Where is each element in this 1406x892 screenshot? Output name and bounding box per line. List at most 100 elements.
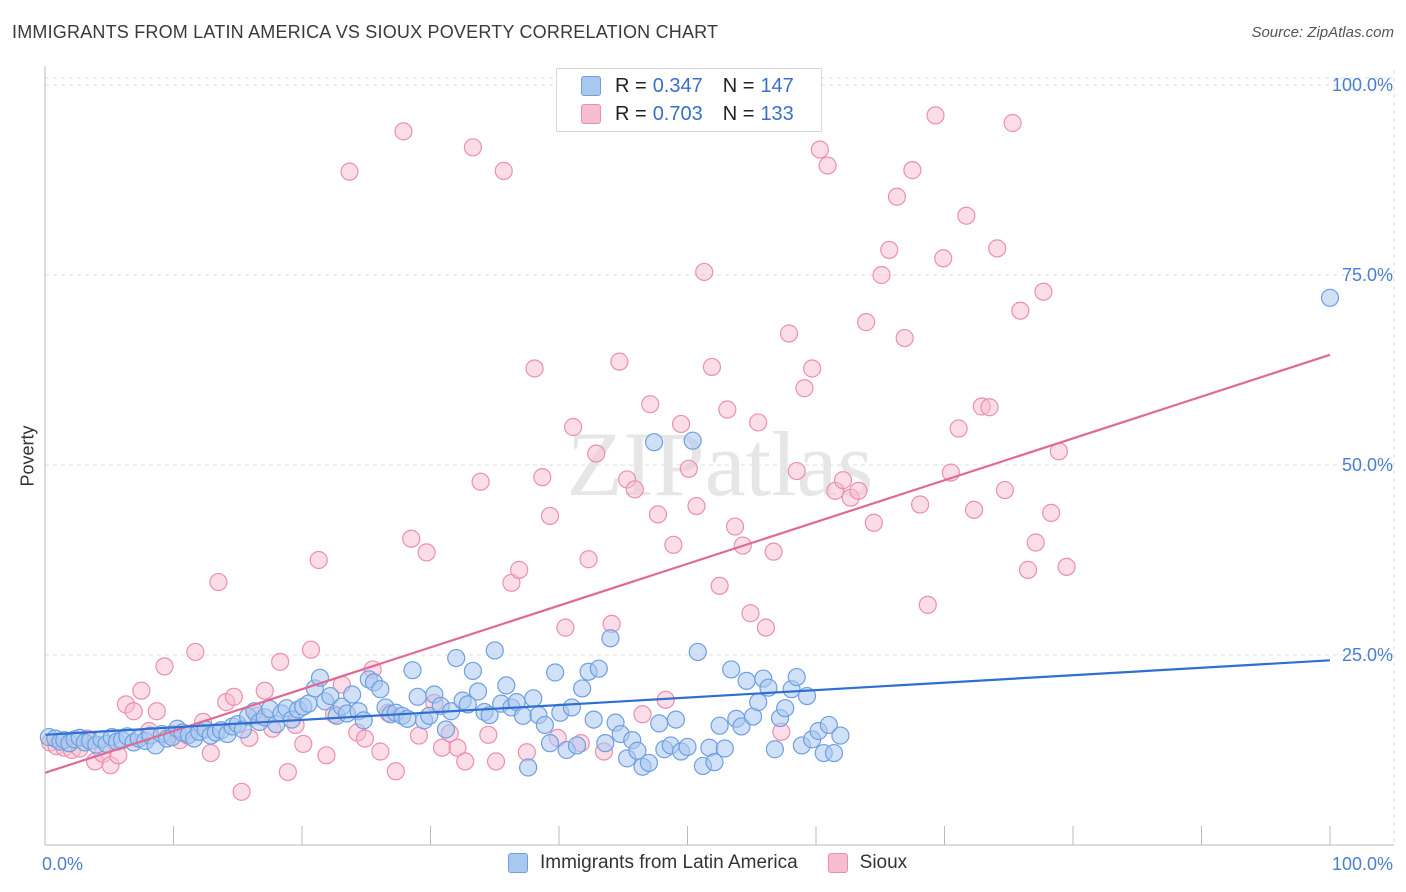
latin-america-point: [596, 734, 615, 753]
x-tick-label: 0.0%: [42, 854, 83, 874]
sioux-point: [579, 550, 598, 569]
sioux-point: [564, 417, 583, 437]
sioux-point: [386, 762, 405, 781]
legend-row-sioux: R = 0.703 N = 133: [581, 102, 794, 126]
latin-america-point: [447, 648, 466, 668]
latin-america-point: [436, 720, 456, 739]
sioux-point: [340, 162, 359, 181]
sioux-point: [679, 459, 698, 478]
latin-america-point: [519, 758, 538, 777]
latin-america-point: [666, 710, 686, 729]
sioux-point: [988, 239, 1007, 258]
sioux-point: [147, 702, 166, 721]
sioux-point: [201, 743, 220, 763]
latin-america-point: [468, 682, 488, 701]
sioux-point: [749, 413, 768, 432]
sioux-point: [787, 461, 806, 481]
latin-america-point: [463, 661, 483, 681]
sioux-point: [687, 496, 706, 516]
latin-america-point: [567, 736, 587, 755]
sioux-point: [1003, 113, 1022, 133]
latin-america-point: [458, 695, 477, 714]
legend-r-label: R =: [615, 74, 647, 97]
sioux-point: [887, 187, 907, 206]
sioux-point: [255, 681, 274, 700]
watermark-text: ZIPatlas: [567, 413, 874, 515]
sioux-point: [533, 468, 552, 487]
legend-item-sioux: Sioux: [827, 852, 908, 874]
sioux-point: [525, 359, 544, 378]
legend-n-label: N =: [722, 74, 755, 97]
latin-america-point: [408, 687, 427, 706]
sioux-point: [1042, 503, 1061, 522]
sioux-point: [301, 640, 321, 659]
latin-america-point: [705, 753, 724, 772]
y-tick-label: 75.0%: [1342, 265, 1393, 285]
latin-america-point: [546, 663, 565, 682]
sioux-point: [517, 743, 536, 762]
sioux-point: [718, 400, 737, 419]
sioux-point: [448, 738, 467, 757]
sioux-point: [610, 352, 629, 371]
latin-america-point: [573, 679, 592, 698]
sioux-point: [479, 725, 498, 744]
latin-america-point: [480, 705, 499, 725]
sioux-point: [857, 313, 876, 332]
sioux-point: [317, 746, 336, 765]
legend-swatch-blue: [581, 76, 601, 96]
sioux-point: [803, 359, 822, 378]
latin-america-point: [710, 716, 729, 735]
sioux-point: [980, 398, 999, 417]
latin-america-point: [343, 685, 362, 704]
latin-america-point: [644, 433, 664, 452]
sioux-point: [880, 240, 899, 260]
latin-america-point: [589, 659, 608, 678]
chart-source: Source: ZipAtlas.com: [1251, 24, 1394, 41]
legend-n-label: N =: [722, 102, 755, 125]
sioux-point: [1011, 301, 1030, 320]
sioux-point: [625, 480, 644, 499]
sioux-point: [779, 324, 799, 343]
sioux-point: [725, 517, 745, 536]
latin-america-point: [403, 661, 422, 680]
legend-stats: R = 0.347 N = 147 R = 0.703 N = 133: [556, 68, 822, 132]
latin-america-point: [1320, 288, 1340, 307]
sioux-point: [371, 742, 390, 761]
sioux-point: [1026, 533, 1045, 552]
sioux-point: [756, 618, 775, 637]
sioux-point: [409, 726, 429, 745]
legend-n-value: 147: [760, 74, 794, 97]
sioux-point: [795, 379, 814, 398]
latin-america-point: [765, 740, 784, 759]
sioux-point: [402, 529, 421, 548]
sioux-point: [710, 576, 729, 595]
axes: [44, 66, 1394, 846]
latin-america-point: [540, 734, 560, 753]
sioux-point: [1018, 560, 1038, 579]
legend-item-latin-america: Immigrants from Latin America: [508, 852, 798, 874]
latin-america-point: [601, 629, 620, 648]
legend-swatch-pink: [827, 853, 848, 873]
latin-america-points: [39, 288, 1340, 777]
x-tick-label: 100.0%: [1332, 854, 1393, 874]
sioux-point: [486, 752, 506, 771]
sioux-point: [910, 495, 930, 514]
sioux-point: [232, 782, 251, 801]
latin-america-point: [678, 737, 697, 757]
sioux-point: [741, 604, 760, 623]
legend-label: Sioux: [859, 852, 908, 873]
sioux-point: [895, 328, 914, 348]
latin-america-trend-line: [44, 659, 1331, 736]
chart-title: IMMIGRANTS FROM LATIN AMERICA VS SIOUX P…: [12, 22, 719, 42]
sioux-point: [926, 106, 945, 125]
latin-america-point: [485, 641, 504, 660]
sioux-point: [224, 687, 243, 706]
sioux-point: [633, 705, 652, 724]
sioux-point: [355, 729, 375, 748]
sioux-point: [186, 642, 205, 662]
sioux-point: [132, 681, 151, 700]
latin-america-point: [513, 706, 533, 725]
y-tick-label: 50.0%: [1342, 455, 1393, 475]
sioux-point: [872, 265, 891, 285]
